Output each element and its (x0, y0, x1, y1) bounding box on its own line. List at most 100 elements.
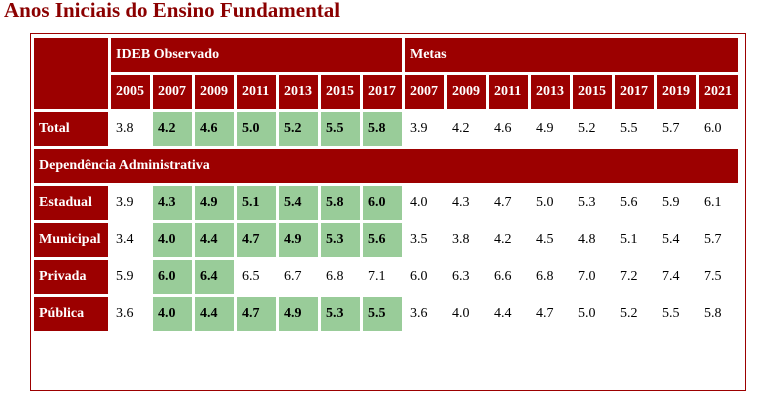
observed-value: 3.9 (111, 186, 150, 220)
observed-value: 6.8 (321, 260, 360, 294)
observed-value: 5.4 (279, 186, 318, 220)
target-value: 5.2 (573, 112, 612, 146)
observed-value: 5.0 (237, 112, 276, 146)
target-value: 5.2 (615, 297, 654, 331)
target-value: 5.7 (657, 112, 696, 146)
row-label: Pública (34, 297, 108, 331)
observed-value: 4.7 (237, 223, 276, 257)
target-value: 3.9 (405, 112, 444, 146)
table-row: Total 3.8 4.2 4.6 5.0 5.2 5.5 5.8 3.9 4.2 4.6 4.9 5.… (34, 112, 738, 146)
observed-value: 6.4 (195, 260, 234, 294)
observed-value: 4.9 (195, 186, 234, 220)
observed-value: 4.4 (195, 223, 234, 257)
target-value: 3.8 (447, 223, 486, 257)
target-value: 6.0 (699, 112, 738, 146)
observed-value: 3.4 (111, 223, 150, 257)
target-value: 5.0 (531, 186, 570, 220)
year-header-target: 2015 (573, 75, 612, 109)
observed-value: 4.6 (195, 112, 234, 146)
row-label: Estadual (34, 186, 108, 220)
observed-value: 4.0 (153, 223, 192, 257)
target-value: 7.0 (573, 260, 612, 294)
table-row: Municipal 3.4 4.0 4.4 4.7 4.9 5.3 5.6 3.5 3.8 4.2 4… (34, 223, 738, 257)
target-value: 5.8 (699, 297, 738, 331)
observed-value: 7.1 (363, 260, 402, 294)
table-row: Estadual 3.9 4.3 4.9 5.1 5.4 5.8 6.0 4.0 4.3 4.7 5.… (34, 186, 738, 220)
target-value: 4.9 (531, 112, 570, 146)
corner-cell (34, 38, 108, 109)
ideb-table: IDEB Observado Metas 2005 2007 2009 2011 2013 2… (31, 35, 741, 334)
table-row: Privada 5.9 6.0 6.4 6.5 6.7 6.8 7.1 6.0 6.3 6.6 6.8… (34, 260, 738, 294)
observed-value: 4.2 (153, 112, 192, 146)
target-value: 4.2 (489, 223, 528, 257)
target-value: 5.0 (573, 297, 612, 331)
observed-value: 5.8 (321, 186, 360, 220)
observed-value: 4.3 (153, 186, 192, 220)
target-value: 5.5 (657, 297, 696, 331)
observed-value: 4.4 (195, 297, 234, 331)
observed-value: 6.5 (237, 260, 276, 294)
target-value: 4.0 (447, 297, 486, 331)
observed-value: 6.0 (153, 260, 192, 294)
target-value: 4.5 (531, 223, 570, 257)
table-frame (30, 33, 746, 391)
target-value: 4.6 (489, 112, 528, 146)
group-header-row: IDEB Observado Metas (34, 38, 738, 109)
group-header-targets: Metas (405, 38, 738, 72)
year-header-target: 2007 (405, 75, 444, 109)
target-value: 5.3 (573, 186, 612, 220)
observed-value: 5.9 (111, 260, 150, 294)
target-value: 3.6 (405, 297, 444, 331)
year-header-observed: 2007 (153, 75, 192, 109)
observed-value: 5.1 (237, 186, 276, 220)
target-value: 5.1 (615, 223, 654, 257)
section-header: Dependência Administrativa (34, 149, 738, 183)
target-value: 5.7 (699, 223, 738, 257)
table-row: Pública 3.6 4.0 4.4 4.7 4.9 5.3 5.5 3.6 4.0 4.4 4.7… (34, 297, 738, 331)
observed-value: 5.6 (363, 223, 402, 257)
observed-value: 4.7 (237, 297, 276, 331)
year-header-observed: 2017 (363, 75, 402, 109)
observed-value: 5.8 (363, 112, 402, 146)
observed-value: 3.8 (111, 112, 150, 146)
target-value: 5.6 (615, 186, 654, 220)
target-value: 4.4 (489, 297, 528, 331)
target-value: 3.5 (405, 223, 444, 257)
target-value: 5.5 (615, 112, 654, 146)
target-value: 5.9 (657, 186, 696, 220)
target-value: 4.7 (489, 186, 528, 220)
target-value: 4.8 (573, 223, 612, 257)
year-header-target: 2009 (447, 75, 486, 109)
target-value: 7.5 (699, 260, 738, 294)
year-header-observed: 2015 (321, 75, 360, 109)
target-value: 7.2 (615, 260, 654, 294)
year-header-observed: 2013 (279, 75, 318, 109)
target-value: 4.2 (447, 112, 486, 146)
observed-value: 4.0 (153, 297, 192, 331)
year-header-observed: 2011 (237, 75, 276, 109)
year-header-target: 2019 (657, 75, 696, 109)
year-header-target: 2011 (489, 75, 528, 109)
row-label: Municipal (34, 223, 108, 257)
target-value: 6.3 (447, 260, 486, 294)
target-value: 4.0 (405, 186, 444, 220)
row-label: Total (34, 112, 108, 146)
target-value: 6.8 (531, 260, 570, 294)
target-value: 6.0 (405, 260, 444, 294)
year-header-observed: 2005 (111, 75, 150, 109)
observed-value: 5.3 (321, 223, 360, 257)
observed-value: 4.9 (279, 223, 318, 257)
observed-value: 5.5 (363, 297, 402, 331)
year-header-observed: 2009 (195, 75, 234, 109)
target-value: 4.3 (447, 186, 486, 220)
page-title: Anos Iniciais do Ensino Fundamental (4, 0, 341, 22)
target-value: 6.6 (489, 260, 528, 294)
observed-value: 6.7 (279, 260, 318, 294)
group-header-observed: IDEB Observado (111, 38, 402, 72)
observed-value: 5.2 (279, 112, 318, 146)
observed-value: 6.0 (363, 186, 402, 220)
target-value: 5.4 (657, 223, 696, 257)
observed-value: 4.9 (279, 297, 318, 331)
target-value: 7.4 (657, 260, 696, 294)
year-header-target: 2017 (615, 75, 654, 109)
